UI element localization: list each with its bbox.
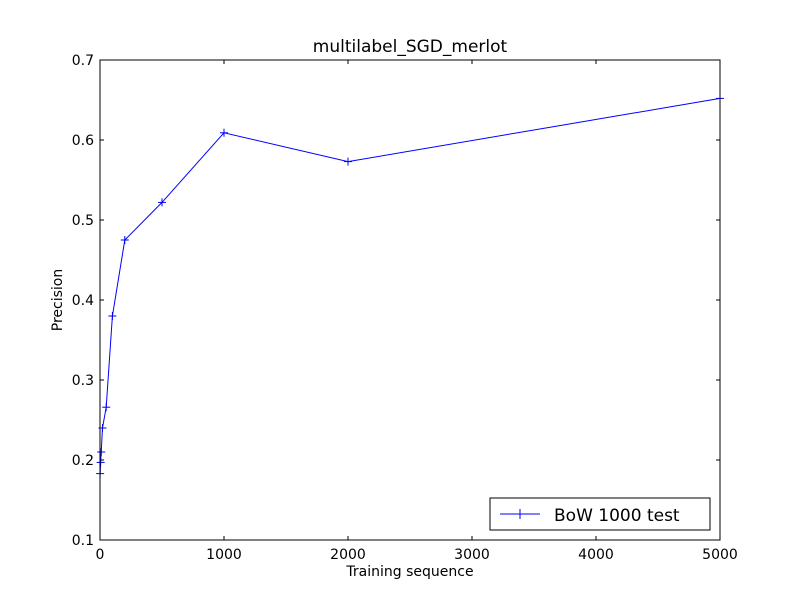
legend-label: BoW 1000 test [554,506,680,526]
data-point-marker [120,236,129,244]
plot-area [100,60,720,540]
data-point-marker [108,312,117,320]
chart-title: multilabel_SGD_merlot [313,37,508,57]
data-point-marker [97,448,106,456]
y-tick-label: 0.5 [72,213,94,229]
x-tick-label: 5000 [702,547,738,563]
legend: BoW 1000 test [489,497,711,531]
y-tick-label: 0.7 [72,53,94,69]
data-point-marker [158,198,166,207]
x-tick-label: 1000 [206,547,242,563]
data-point-marker [344,157,352,166]
y-tick-label: 0.3 [72,373,94,389]
x-tick-label: 3000 [454,547,490,563]
data-point-marker [102,403,111,412]
x-tick-label: 0 [96,547,105,563]
x-tick-label: 4000 [578,547,614,563]
data-point-marker [220,128,228,137]
y-tick-label: 0.4 [72,293,94,309]
x-axis-label: Training sequence [345,564,473,580]
y-tick-label: 0.1 [72,533,94,549]
y-tick-label: 0.6 [72,133,94,149]
y-tick-label: 0.2 [72,453,94,469]
x-tick-label: 2000 [330,547,366,563]
ticks-layer: 0 1000 2000 3000 4000 5000 0.1 0.2 0.3 0.4 0.5 0.6 0… [72,53,738,563]
y-axis-label: Precision [50,269,66,331]
